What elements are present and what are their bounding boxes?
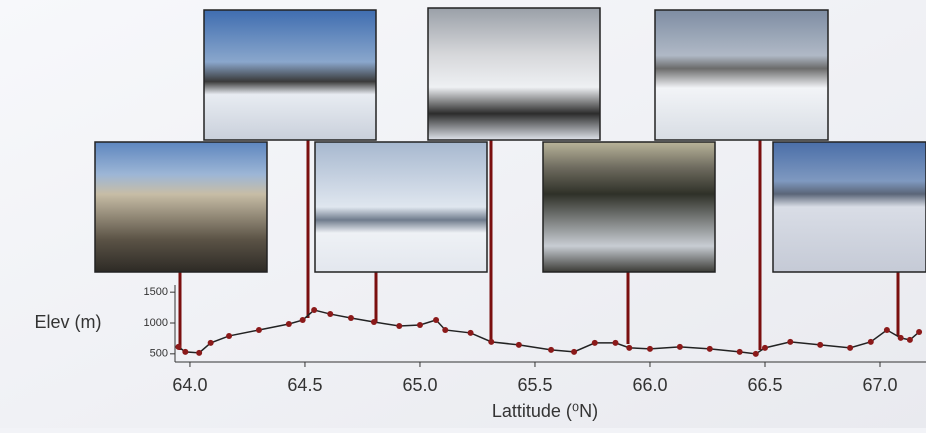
point xyxy=(847,345,853,351)
point xyxy=(175,344,181,350)
point xyxy=(787,339,793,345)
point xyxy=(286,321,292,327)
point xyxy=(647,346,653,352)
photo xyxy=(773,142,926,272)
x-tick-label: 65.5 xyxy=(517,375,552,395)
point xyxy=(753,351,759,357)
point xyxy=(196,350,202,356)
photo xyxy=(315,142,487,272)
point xyxy=(396,323,402,329)
x-tick-label: 66.0 xyxy=(632,375,667,395)
point xyxy=(548,347,554,353)
y-axis-label: Elev (m) xyxy=(35,312,102,332)
point xyxy=(311,307,317,313)
point xyxy=(898,335,904,341)
point xyxy=(442,327,448,333)
point xyxy=(737,349,743,355)
point xyxy=(762,345,768,351)
point xyxy=(707,346,713,352)
point xyxy=(433,317,439,323)
point xyxy=(468,330,474,336)
x-tick-label: 64.5 xyxy=(287,375,322,395)
point xyxy=(868,339,874,345)
photo xyxy=(95,142,267,272)
photo xyxy=(428,8,600,140)
point xyxy=(417,322,423,328)
y-tick-label: 1000 xyxy=(144,317,168,329)
point xyxy=(592,340,598,346)
point xyxy=(371,319,377,325)
point xyxy=(626,345,632,351)
point xyxy=(182,349,188,355)
point xyxy=(571,349,577,355)
point xyxy=(488,339,494,345)
x-tick-label: 66.5 xyxy=(747,375,782,395)
photo xyxy=(204,10,376,140)
point xyxy=(677,344,683,350)
point xyxy=(916,329,922,335)
point xyxy=(817,342,823,348)
photo xyxy=(655,10,828,140)
x-axis-label: Lattitude (⁰N) xyxy=(492,401,598,421)
point xyxy=(327,311,333,317)
x-tick-label: 67.0 xyxy=(862,375,897,395)
point xyxy=(208,340,214,346)
x-tick-label: 64.0 xyxy=(172,375,207,395)
point xyxy=(516,342,522,348)
y-tick-label: 1500 xyxy=(144,286,168,298)
figure: Elev (m) Lattitude (⁰N) 500 1000 1500 64.0 6… xyxy=(0,0,926,428)
x-tick-label: 65.0 xyxy=(402,375,437,395)
point xyxy=(884,327,890,333)
point xyxy=(348,315,354,321)
point xyxy=(300,317,306,323)
point xyxy=(907,337,913,343)
y-tick-label: 500 xyxy=(150,348,168,360)
photo xyxy=(543,142,715,272)
point xyxy=(612,340,618,346)
point xyxy=(256,327,262,333)
point xyxy=(226,333,232,339)
